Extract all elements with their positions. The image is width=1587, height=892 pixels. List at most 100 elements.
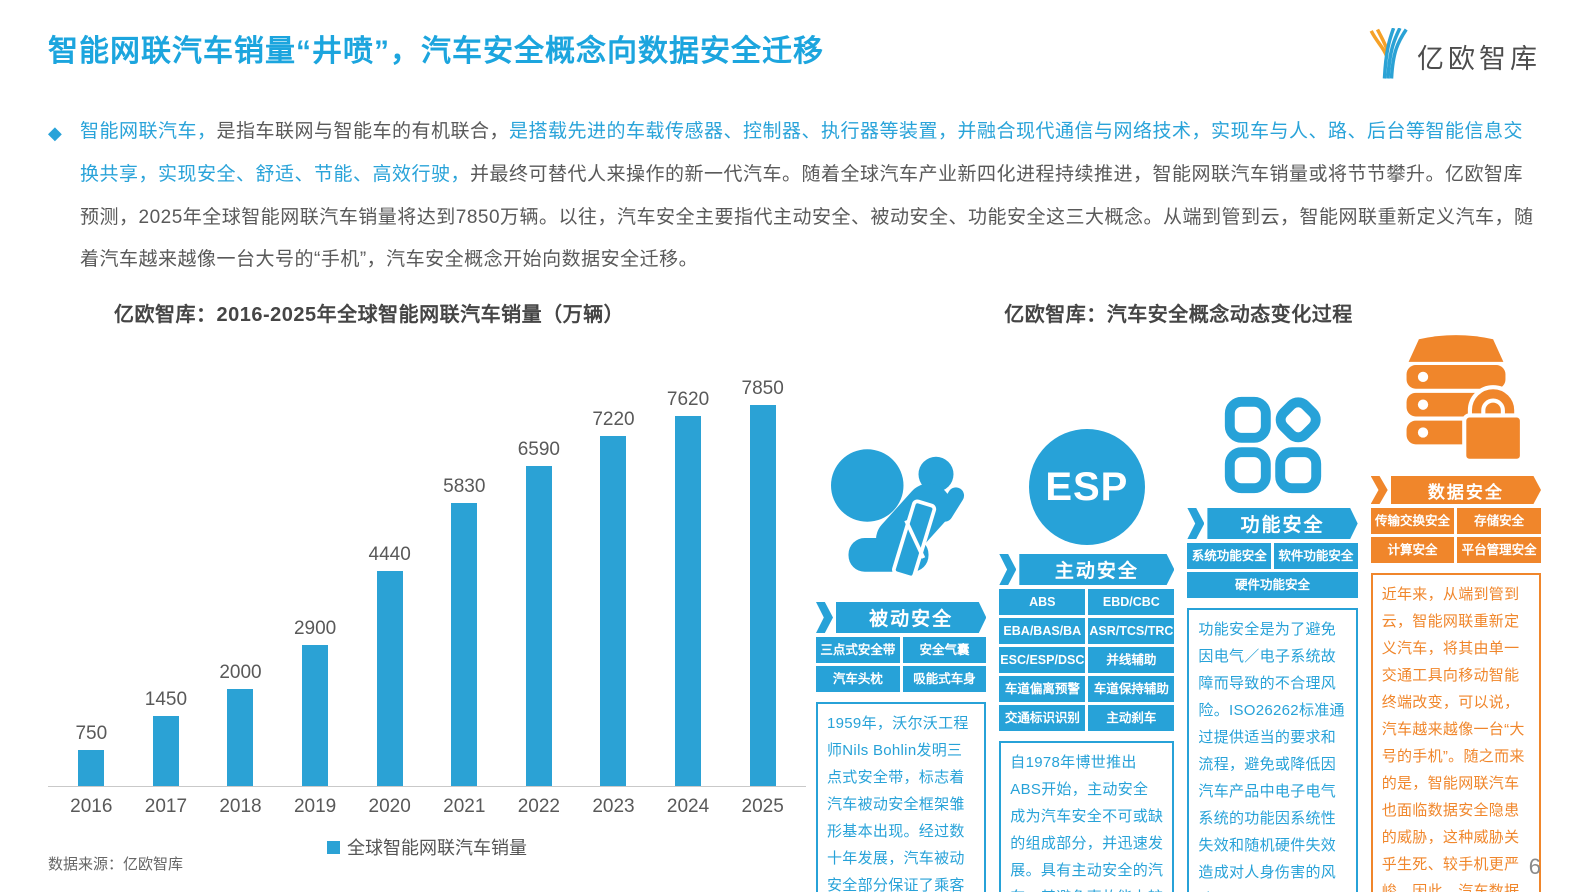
safety-description-active: 自1978年博世推出ABS开始，主动安全成为汽车安全不可或缺的组成部分，并迅速发… — [999, 741, 1175, 892]
safety-tag: 存储安全 — [1457, 508, 1541, 534]
safety-tag: 车道保持辅助 — [1088, 676, 1175, 702]
x-axis-label: 2018 — [219, 796, 262, 817]
header: 智能网联汽车销量“井喷”，汽车安全概念向数据安全迁移 亿欧智库 — [48, 26, 1541, 85]
safety-description-passive: 1959年，沃尔沃工程师Nils Bohlin发明三点式安全带，标志着汽车被动安… — [816, 702, 987, 892]
safety-tags-functional: 系统功能安全 软件功能安全硬件功能安全 — [1187, 543, 1358, 598]
banner-label: 主动安全 — [1019, 554, 1175, 585]
page-title: 智能网联汽车销量“井喷”，汽车安全概念向数据安全迁移 — [48, 35, 824, 68]
bar — [302, 645, 329, 786]
safety-column-passive: 被动安全 三点式安全带 安全气囊 汽车头枕 吸能式车身 1959年，沃尔沃工程师Nil… — [816, 331, 987, 892]
safety-tag: 交通标识识别 — [999, 705, 1086, 731]
brand-logo: 亿欧智库 — [1367, 27, 1541, 85]
apps-grid-icon — [1187, 387, 1357, 499]
bar — [451, 503, 478, 786]
bar-column: 7850 — [725, 378, 800, 786]
chevron-right-icon — [1370, 476, 1388, 504]
bar — [525, 466, 552, 786]
safety-tag: EBD/CBC — [1088, 589, 1175, 615]
diamond-bullet-icon: ◆ — [48, 123, 63, 143]
logo-text: 亿欧智库 — [1417, 44, 1541, 74]
bar-column: 7220 — [576, 409, 651, 786]
safety-process-title: 亿欧智库：汽车安全概念动态变化过程 — [1004, 304, 1353, 326]
safety-tag: 平台管理安全 — [1457, 537, 1541, 563]
safety-column-data: 数据安全 传输交换安全 存储安全 计算安全 平台管理安全 近年来，从端到管到云，智能网… — [1370, 331, 1541, 892]
chart-title: 亿欧智库：2016-2025年全球智能网联汽车销量（万辆） — [114, 304, 625, 326]
bar — [78, 750, 105, 786]
esp-badge: ESP — [1028, 429, 1145, 545]
safety-description-data: 近年来，从端到管到云，智能网联重新定义汽车，将其由单一交通工具向移动智能终端改变… — [1370, 573, 1541, 892]
bar-value-label: 7620 — [666, 389, 710, 410]
safety-tag: 软件功能安全 — [1274, 543, 1358, 569]
safety-column-functional: 功能安全 系统功能安全 软件功能安全硬件功能安全 功能安全是为了避免因电气／电子系… — [1187, 331, 1358, 892]
bar-value-label: 2000 — [219, 662, 262, 683]
logo-icon — [1367, 27, 1409, 85]
intro-text: 智能网联汽车，是指车联网与智能车的有机联合，是搭载先进的车载传感器、控制器、执行… — [80, 121, 1534, 270]
bar — [227, 689, 254, 786]
x-axis-label: 2019 — [293, 796, 337, 817]
safety-tag: 系统功能安全 — [1187, 543, 1272, 569]
intro-paragraph: ◆ 智能网联汽车，是指车联网与智能车的有机联合，是搭载先进的车载传感器、控制器、… — [48, 111, 1541, 282]
bar-value-label: 750 — [75, 723, 108, 744]
sales-chart: 亿欧智库：2016-2025年全球智能网联汽车销量（万辆） 750 1450 200… — [48, 298, 806, 892]
safety-tag: 车道偏离预警 — [999, 676, 1086, 702]
safety-tag: 传输交换安全 — [1370, 508, 1455, 534]
safety-tag: 吸能式车身 — [902, 666, 987, 692]
intro-segment: 并最终可替代人来操作的新一代汽车。随着全球汽车产业新四化进程持续推进，智能网联汽… — [80, 163, 1534, 271]
safety-tags-active: ABS EBD/CBC EBA/BAS/BA ASR/TCS/TRC ESC/ESP/D… — [999, 589, 1175, 731]
server-lock-icon — [1371, 331, 1541, 467]
intro-segment: 智能网联汽车， — [80, 121, 217, 142]
bar-value-label: 2900 — [293, 618, 337, 639]
safety-tag: ABS — [999, 589, 1086, 615]
safety-tag: 三点式安全带 — [816, 637, 900, 663]
safety-tag: 安全气囊 — [902, 637, 987, 663]
safety-tag: 汽车头枕 — [816, 666, 900, 692]
airbag-icon — [816, 441, 986, 593]
bar-value-label: 1450 — [144, 689, 188, 710]
page-number: 6 — [1528, 854, 1541, 879]
bar-column: 2900 — [278, 618, 353, 786]
bar-column: 5830 — [427, 476, 502, 786]
bar-value-label: 5830 — [443, 476, 486, 497]
esp-circle-icon: ESP — [999, 427, 1174, 545]
bar-column: 6590 — [502, 439, 577, 786]
bar-value-label: 4440 — [368, 544, 411, 565]
bar-column: 7620 — [651, 389, 726, 786]
bar-value-label: 7220 — [592, 409, 635, 430]
x-axis-label: 2016 — [70, 796, 113, 817]
chevron-right-icon — [999, 554, 1017, 585]
x-axis-label: 2023 — [592, 796, 635, 817]
safety-tag: 并线辅助 — [1088, 647, 1175, 673]
intro-segment: 是搭载先进的车载传感器、控制器、执行器等装置，并融合现代通信与网络技术，实现车与… — [80, 121, 1524, 185]
safety-tag: 主动刹车 — [1088, 705, 1175, 731]
x-axis-label: 2024 — [666, 796, 710, 817]
bar — [675, 416, 702, 786]
bar-column: 4440 — [352, 544, 427, 786]
safety-tag: 计算安全 — [1370, 537, 1455, 563]
x-axis-label: 2017 — [144, 796, 188, 817]
chevron-right-icon — [816, 602, 833, 633]
bar-column: 750 — [54, 723, 129, 786]
bar — [749, 405, 776, 786]
safety-tags-data: 传输交换安全 存储安全 计算安全 平台管理安全 — [1370, 508, 1541, 563]
bar-value-label: 6590 — [517, 439, 560, 460]
safety-process: 亿欧智库：汽车安全概念动态变化过程 — [816, 298, 1541, 892]
x-axis-label: 2025 — [741, 796, 784, 817]
banner-label: 功能安全 — [1207, 508, 1358, 539]
safety-columns: 被动安全 三点式安全带 安全气囊 汽车头枕 吸能式车身 1959年，沃尔沃工程师Nil… — [816, 331, 1541, 892]
safety-tag: ESC/ESP/DSC — [999, 647, 1086, 673]
content-row: 亿欧智库：2016-2025年全球智能网联汽车销量（万辆） 750 1450 200… — [48, 298, 1541, 892]
safety-tags-passive: 三点式安全带 安全气囊 汽车头枕 吸能式车身 — [816, 637, 987, 692]
bar — [376, 571, 403, 786]
legend-swatch — [327, 840, 340, 854]
x-axis-label: 2022 — [517, 796, 560, 817]
data-source: 数据来源：亿欧智库 — [48, 856, 184, 873]
safety-banner-active: 主动安全 — [999, 554, 1175, 585]
x-axis-label: 2020 — [368, 796, 411, 817]
bar-column: 2000 — [203, 662, 278, 786]
legend-label: 全球智能网联汽车销量 — [347, 838, 527, 858]
bar — [600, 436, 627, 786]
safety-description-functional: 功能安全是为了避免因电气／电子系统故障而导致的不合理风险。ISO26262标准通… — [1187, 608, 1358, 892]
x-axis-label: 2021 — [443, 796, 486, 817]
safety-tag: 硬件功能安全 — [1187, 572, 1358, 598]
bar-column: 1450 — [129, 689, 204, 786]
